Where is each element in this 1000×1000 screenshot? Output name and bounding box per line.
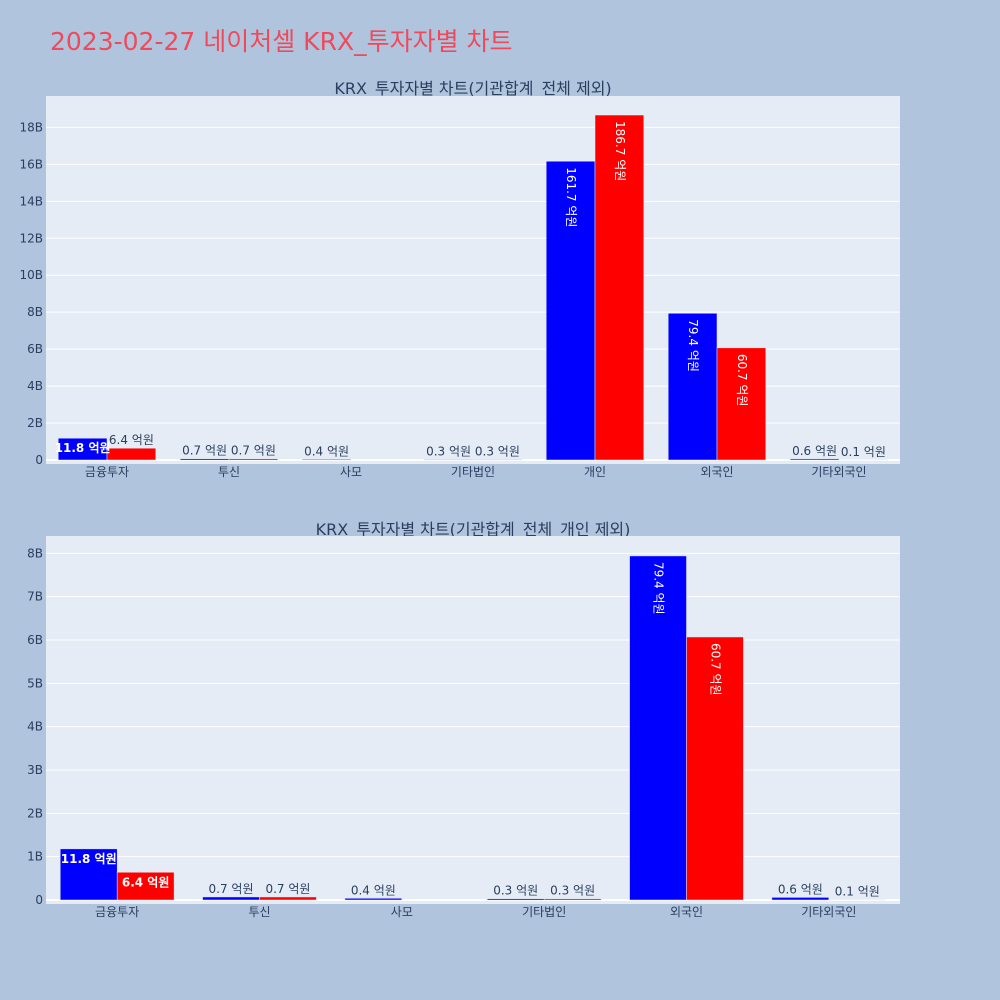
- x-tick-label: 외국인: [670, 905, 703, 919]
- y-tick-label: 6B: [27, 342, 43, 356]
- data-label: 0.1 억원: [841, 445, 886, 459]
- bar: [543, 898, 602, 901]
- data-label: 186.7 억원: [613, 121, 627, 181]
- data-label: 0.3 억원: [493, 884, 538, 898]
- bar: [259, 896, 317, 901]
- data-label: 0.6 억원: [792, 444, 837, 458]
- x-tick-label: 기타법인: [451, 465, 495, 479]
- x-tick-label: 개인: [584, 465, 606, 479]
- chart-title: KRX_투자자별 차트(기관합계_전체_개인 제외): [316, 520, 631, 540]
- chart-top: KRX_투자자별 차트(기관합계_전체 제외) 11.8 억원6.4 억원 0.7…: [19, 79, 900, 479]
- bar: [686, 636, 744, 901]
- x-tick-label: 투신: [218, 465, 240, 479]
- y-tick-label: 12B: [19, 231, 43, 245]
- data-label: 6.4 억원: [109, 433, 154, 447]
- x-tick-label: 기타외국인: [801, 905, 856, 919]
- chart-bottom: KRX_투자자별 차트(기관합계_전체_개인 제외) 11.8 억원 6.4 억원…: [27, 520, 900, 919]
- data-label: 0.3 억원: [426, 444, 471, 458]
- axis-ticks: 0 1B 2B 3B 4B 5B 6B 7B 8B 금융투자 투신 사모 기타법인 외국인 기타외국인: [27, 546, 856, 919]
- axis-ticks: 0 2B 4B 6B 8B 10B 12B 14B 16B 18B 금융투자 투신 사모 기타법인 개인 외국…: [19, 120, 866, 479]
- bar: [202, 896, 260, 901]
- bar: [594, 114, 645, 461]
- y-tick-label: 8B: [27, 305, 43, 319]
- chart-title: KRX_투자자별 차트(기관합계_전체 제외): [334, 79, 611, 99]
- y-tick-label: 0: [35, 453, 43, 467]
- data-label: 11.8 억원: [55, 441, 111, 455]
- data-label: 79.4 억원: [686, 319, 700, 372]
- bars: [59, 555, 887, 901]
- x-tick-label: 외국인: [700, 465, 733, 479]
- data-label: 0.6 억원: [778, 882, 823, 896]
- bar: [228, 458, 279, 461]
- data-label: 0.4 억원: [304, 444, 349, 458]
- y-tick-label: 2B: [27, 416, 43, 430]
- y-tick-label: 10B: [19, 268, 43, 282]
- data-label: 0.7 억원: [231, 444, 276, 458]
- bar: [716, 347, 767, 461]
- data-label: 0.7 억원: [209, 882, 254, 896]
- data-label: 0.7 억원: [182, 444, 227, 458]
- bar: [629, 555, 687, 901]
- data-label: 0.1 억원: [835, 885, 880, 899]
- bar: [59, 848, 118, 901]
- y-tick-label: 5B: [27, 676, 43, 690]
- bar: [789, 458, 840, 461]
- y-tick-label: 7B: [27, 590, 43, 604]
- y-tick-label: 14B: [19, 194, 43, 208]
- y-tick-label: 1B: [27, 850, 43, 864]
- x-tick-label: 기타법인: [522, 905, 566, 919]
- data-labels: 11.8 억원 6.4 억원 0.7 억원 0.7 억원 0.4 억원 0.3 억원 0.3…: [61, 562, 880, 899]
- y-tick-label: 2B: [27, 806, 43, 820]
- y-tick-label: 3B: [27, 763, 43, 777]
- data-label: 6.4 억원: [122, 875, 170, 889]
- bar: [116, 872, 175, 901]
- data-label: 0.4 억원: [351, 883, 396, 897]
- bars: [57, 114, 889, 461]
- gridlines: [46, 552, 900, 901]
- data-label: 60.7 억원: [735, 354, 749, 407]
- data-label: 0.3 억원: [475, 444, 520, 458]
- y-tick-label: 18B: [19, 120, 43, 134]
- data-labels: 11.8 억원6.4 억원 0.7 억원 0.7 억원 0.4 억원 0.3 억원 0.3…: [55, 121, 886, 459]
- bar: [545, 160, 596, 461]
- x-tick-label: 기타외국인: [811, 465, 866, 479]
- y-tick-label: 6B: [27, 633, 43, 647]
- data-label: 11.8 억원: [61, 852, 117, 866]
- x-tick-label: 투신: [248, 905, 270, 919]
- bar: [486, 898, 545, 901]
- x-tick-label: 금융투자: [85, 465, 129, 479]
- bar: [667, 313, 718, 461]
- y-tick-label: 4B: [27, 379, 43, 393]
- bar: [301, 459, 352, 461]
- data-label: 161.7 억원: [564, 167, 578, 227]
- x-tick-label: 사모: [391, 905, 413, 919]
- y-tick-label: 8B: [27, 546, 43, 560]
- data-label: 0.7 억원: [265, 882, 310, 896]
- bar: [771, 897, 830, 901]
- y-tick-label: 0: [35, 893, 43, 907]
- data-label: 79.4 억원: [652, 562, 666, 615]
- bar: [106, 447, 157, 461]
- y-tick-label: 16B: [19, 157, 43, 171]
- bar: [344, 898, 403, 901]
- bar: [472, 459, 523, 461]
- x-tick-label: 금융투자: [95, 905, 139, 919]
- plot-area: [46, 536, 900, 904]
- y-tick-label: 4B: [27, 720, 43, 734]
- page-title: 2023-02-27 네이처셀 KRX_투자자별 차트: [50, 27, 513, 56]
- x-tick-label: 사모: [340, 465, 362, 479]
- data-label: 60.7 억원: [708, 643, 722, 696]
- data-label: 0.3 억원: [550, 884, 595, 898]
